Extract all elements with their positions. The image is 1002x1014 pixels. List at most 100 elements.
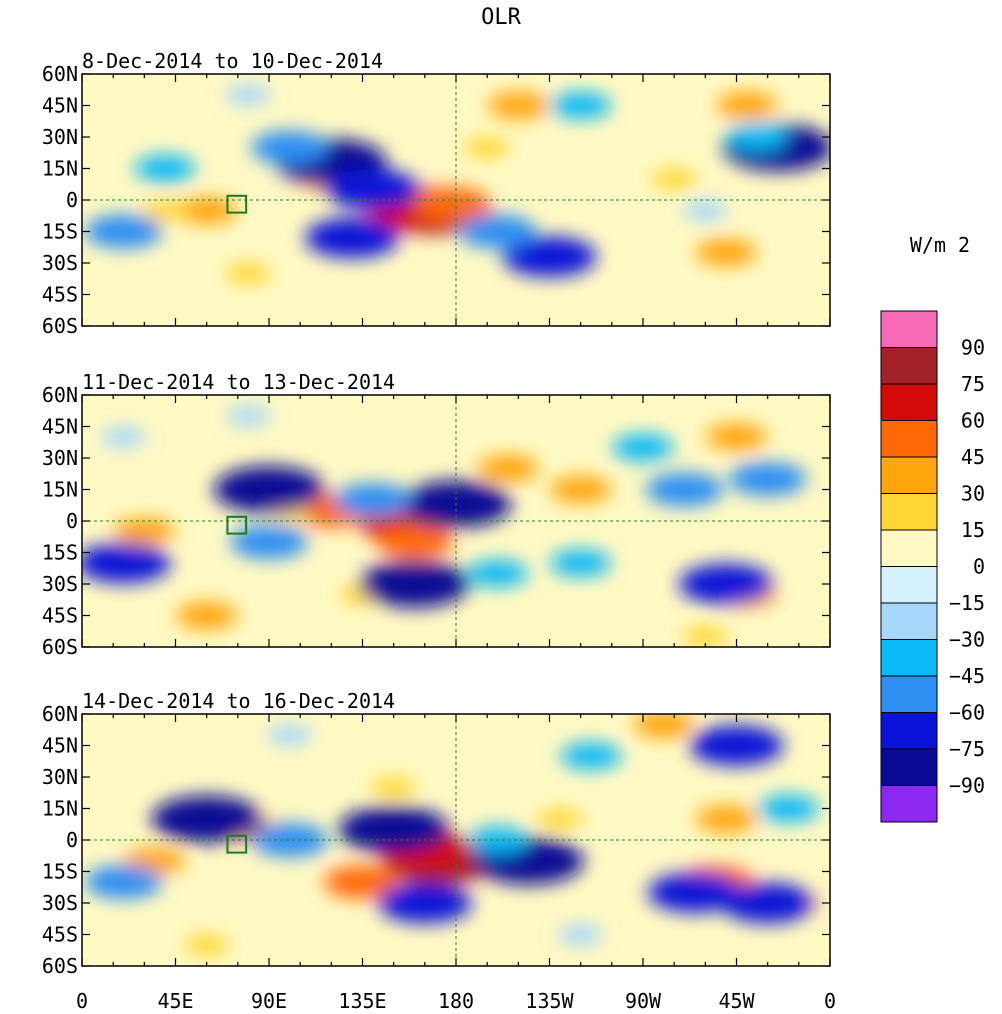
- anomaly-blob: [184, 934, 229, 956]
- y-tick-label: 30S: [42, 251, 78, 275]
- anomaly-blob: [458, 214, 537, 249]
- colorbar-label: −75: [949, 737, 985, 761]
- y-tick-label: 0: [66, 509, 78, 533]
- anomaly-blob: [683, 626, 728, 647]
- anomaly-blob: [251, 130, 329, 165]
- y-tick-label: 45N: [42, 734, 78, 758]
- anomaly-blob: [101, 426, 146, 448]
- colorbar-swatch: [880, 310, 938, 348]
- anomaly-blob: [464, 137, 510, 158]
- figure-title: OLR: [481, 5, 521, 30]
- y-tick-label: 45S: [42, 604, 78, 628]
- anomaly-blob: [647, 872, 742, 913]
- y-tick-label: 0: [66, 828, 78, 852]
- colorbar-label: −60: [949, 701, 985, 725]
- colorbar-label: 45: [961, 445, 985, 469]
- y-tick-label: 30N: [42, 446, 78, 470]
- colorbar: 90 75 60 45 30 15 0 −15 −30 −45 −60 −75 −90: [880, 310, 985, 823]
- anomaly-blob: [720, 882, 815, 924]
- colorbar-swatch: [880, 529, 938, 567]
- anomaly-blob: [334, 483, 412, 517]
- colorbar-label: 60: [961, 409, 985, 433]
- panels: 8-Dec-2014 to 10-Dec-201460N45N30N15N015…: [42, 49, 831, 978]
- anomaly-blob: [113, 517, 175, 546]
- anomaly-blob: [213, 466, 325, 513]
- anomaly-blob: [377, 882, 472, 924]
- anomaly-blob: [323, 865, 402, 899]
- x-tick-label: 180: [438, 989, 474, 1013]
- colorbar-swatch: [880, 785, 938, 823]
- colorbar-swatch: [880, 712, 938, 750]
- anomaly-blob: [225, 405, 271, 427]
- anomaly-blob: [612, 433, 674, 462]
- panel-title: 8-Dec-2014 to 10-Dec-2014: [82, 49, 383, 73]
- anomaly-blob: [645, 472, 724, 507]
- anomaly-blob: [413, 187, 491, 222]
- colorbar-swatch: [880, 347, 938, 385]
- y-tick-label: 30N: [42, 765, 78, 789]
- anomaly-blob: [706, 423, 767, 451]
- region-box: [226, 194, 248, 214]
- y-tick-label: 60N: [42, 62, 78, 86]
- anomaly-blob: [537, 808, 583, 830]
- anomaly-blob: [325, 169, 420, 210]
- anomaly-blob: [305, 217, 400, 258]
- colorbar-swatch: [880, 602, 938, 640]
- colorbar-swatch: [880, 493, 938, 531]
- y-tick-label: 45S: [42, 923, 78, 947]
- colorbar-swatch: [880, 675, 938, 713]
- x-tick-label: 90W: [625, 989, 662, 1013]
- y-tick-label: 30S: [42, 572, 78, 596]
- colorbar-swatch: [880, 639, 938, 677]
- anomaly-blob: [84, 865, 163, 899]
- anomaly-blob: [151, 795, 262, 843]
- units-label: W/m 2: [910, 233, 970, 257]
- anomaly-blob: [359, 560, 470, 608]
- anomaly-blob: [550, 475, 612, 504]
- anomaly-blob: [633, 714, 695, 739]
- colorbar-swatch: [880, 420, 938, 458]
- x-tick-label: 0: [76, 989, 88, 1013]
- y-tick-label: 45N: [42, 415, 78, 439]
- x-axis: 0 45E 90E 135E 180 135W 90W 45W 0: [76, 989, 836, 1013]
- colorbar-label: 75: [961, 372, 985, 396]
- anomaly-blob: [550, 91, 612, 120]
- y-tick-label: 15N: [42, 157, 78, 181]
- y-tick-label: 30N: [42, 125, 78, 149]
- anomaly-blob: [375, 525, 454, 559]
- y-tick-label: 30S: [42, 891, 78, 915]
- region-box: [226, 515, 248, 535]
- y-tick-label: 15S: [42, 541, 78, 565]
- x-tick-label: 135W: [525, 989, 574, 1013]
- anomaly-blob: [338, 806, 449, 853]
- colorbar-label: 0: [973, 555, 985, 579]
- anomaly-blob: [651, 168, 697, 190]
- panel-title: 14-Dec-2014 to 16-Dec-2014: [82, 689, 395, 713]
- anomaly-blob: [176, 196, 238, 225]
- anomaly-blob: [726, 123, 788, 151]
- anomaly-blob: [225, 84, 271, 106]
- colorbar-label: −90: [949, 774, 985, 798]
- y-tick-label: 60N: [42, 383, 78, 407]
- anomaly-blob: [176, 601, 238, 630]
- anomaly-blob: [84, 214, 163, 249]
- anomaly-blob: [230, 525, 308, 559]
- anomaly-blob: [689, 725, 784, 766]
- colorbar-label: 15: [961, 518, 985, 542]
- colorbar-label: −15: [949, 591, 985, 615]
- colorbar-label: 30: [961, 482, 985, 506]
- y-tick-label: 15S: [42, 220, 78, 244]
- anomaly-blob: [695, 238, 757, 267]
- colorbar-label: −45: [949, 664, 985, 688]
- y-tick-label: 15N: [42, 797, 78, 821]
- anomaly-blob: [757, 794, 819, 823]
- anomaly-blob: [502, 236, 597, 277]
- y-tick-label: 60S: [42, 635, 78, 659]
- y-tick-label: 45S: [42, 283, 78, 307]
- anomaly-blob: [467, 559, 529, 588]
- y-tick-label: 45N: [42, 94, 78, 118]
